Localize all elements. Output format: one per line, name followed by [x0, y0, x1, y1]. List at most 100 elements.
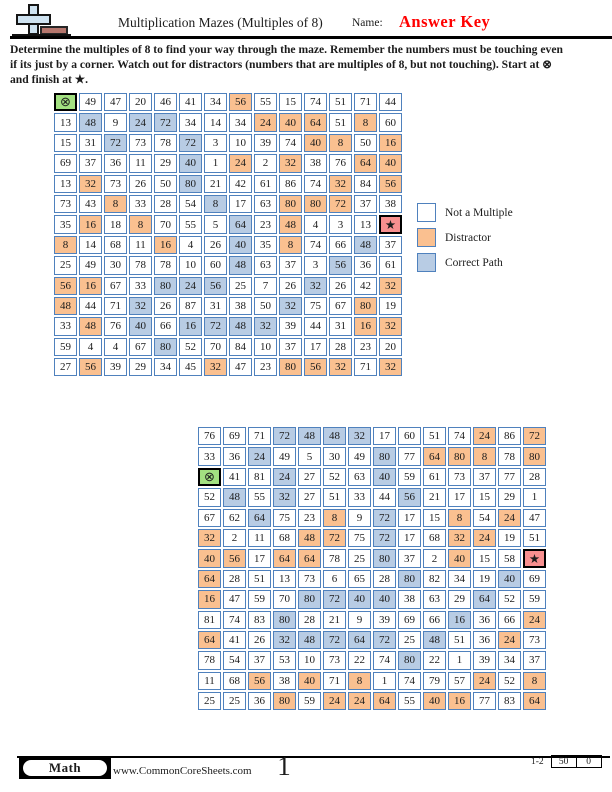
maze-cell: 52 [198, 488, 221, 507]
maze-cell: 21 [204, 174, 227, 193]
footer-divider [17, 756, 610, 758]
maze-path-cell: 32 [254, 317, 277, 336]
maze-cell: 33 [129, 194, 152, 214]
maze-path-cell: 32 [273, 488, 296, 507]
maze-cell: 29 [448, 590, 471, 609]
maze-path-cell: 32 [304, 276, 327, 295]
maze-cell: 41 [179, 93, 202, 112]
maze-finish-cell: ★ [379, 215, 402, 234]
maze-cell: 69 [54, 154, 77, 173]
legend-item: Distractor [417, 228, 513, 247]
maze-path-cell: 80 [154, 276, 177, 295]
maze-path-cell: 64 [248, 508, 271, 527]
maze-cell: 21 [323, 610, 346, 629]
maze-cell: 25 [223, 692, 246, 711]
maze-cell: 47 [104, 93, 127, 112]
maze-distractor-cell: 80 [354, 296, 377, 316]
maze-cell: 13 [54, 174, 77, 193]
maze-path-cell: 48 [229, 317, 252, 336]
maze-cell: 19 [379, 296, 402, 316]
maze-path-cell: 8 [204, 194, 227, 214]
maze-cell: 43 [79, 194, 102, 214]
maze-cell: 33 [348, 488, 371, 507]
instructions: Determine the multiples of 8 to find you… [10, 43, 563, 87]
maze-distractor-cell: 24 [473, 671, 496, 691]
maze-cell: 55 [398, 692, 421, 711]
score-box: 50 [550, 755, 577, 768]
maze-cell: 36 [248, 692, 271, 711]
maze-cell: 5 [204, 215, 227, 234]
maze-cell: 39 [279, 317, 302, 336]
maze-cell: 49 [348, 447, 371, 466]
maze-path-cell: 64 [473, 590, 496, 609]
maze-cell: 10 [254, 337, 277, 357]
maze-start-cell: ⊗ [198, 467, 221, 487]
maze-cell: 13 [54, 113, 77, 132]
maze-distractor-cell: 40 [198, 549, 221, 568]
maze-cell: 71 [354, 93, 377, 112]
maze-cell: 15 [423, 508, 446, 527]
maze-distractor-cell: 72 [323, 528, 346, 548]
maze-path-cell: 32 [273, 630, 296, 650]
maze-cell: 15 [279, 93, 302, 112]
maze-cell: 17 [304, 337, 327, 357]
maze-distractor-cell: 48 [54, 296, 77, 316]
maze-cell: 59 [398, 467, 421, 487]
maze-cell: 28 [154, 194, 177, 214]
maze-cell: 25 [348, 549, 371, 568]
maze-cell: 73 [523, 630, 546, 650]
maze-cell: 52 [498, 590, 521, 609]
maze-cell: 39 [104, 358, 127, 377]
maze-path-cell: 40 [348, 590, 371, 609]
maze-cell: 34 [154, 358, 177, 377]
maze-cell: 51 [329, 93, 352, 112]
maze-cell: 30 [323, 447, 346, 466]
maze-cell: 26 [154, 296, 177, 316]
maze-cell: 37 [279, 256, 302, 275]
maze-cell: 19 [473, 569, 496, 589]
maze-distractor-cell: 64 [298, 549, 321, 568]
maze-path-cell: 56 [204, 276, 227, 295]
legend-label: Correct Path [445, 256, 503, 269]
maze-cell: 71 [104, 296, 127, 316]
maze-distractor-cell: 8 [348, 671, 371, 691]
maze-cell: 37 [379, 235, 402, 255]
maze-cell: 74 [304, 174, 327, 193]
maze-cell: 14 [79, 235, 102, 255]
maze-cell: 61 [423, 467, 446, 487]
maze-cell: 44 [304, 317, 327, 336]
maze-path-cell: 40 [179, 154, 202, 173]
maze-cell: 31 [329, 317, 352, 336]
maze-distractor-cell: 24 [498, 508, 521, 527]
maze-cell: 33 [129, 276, 152, 295]
maze-distractor-cell: 48 [298, 528, 321, 548]
maze-cell: 9 [348, 610, 371, 629]
maze-distractor-cell: 80 [304, 194, 327, 214]
maze-cell: 19 [498, 528, 521, 548]
maze-cell: 23 [298, 508, 321, 527]
maze-cell: 2 [223, 528, 246, 548]
maze-cell: 73 [54, 194, 77, 214]
legend-label: Not a Multiple [445, 206, 513, 219]
maze-path-cell: 32 [279, 296, 302, 316]
maze-cell: 83 [498, 692, 521, 711]
maze-distractor-cell: 56 [248, 671, 271, 691]
page-title: Multiplication Mazes (Multiples of 8) [118, 15, 323, 30]
maze-cell: 27 [298, 467, 321, 487]
maze-cell: 77 [498, 467, 521, 487]
maze-distractor-cell: 64 [304, 113, 327, 132]
maze-cell: 63 [348, 467, 371, 487]
maze-cell: 70 [204, 337, 227, 357]
maze-cell: 74 [398, 671, 421, 691]
maze-cell: 75 [304, 296, 327, 316]
maze-distractor-cell: 32 [198, 528, 221, 548]
maze-distractor-cell: 80 [279, 194, 302, 214]
maze-distractor-cell: 40 [379, 154, 402, 173]
maze-distractor-cell: 32 [329, 174, 352, 193]
maze-cell: 36 [104, 154, 127, 173]
maze-distractor-cell: 8 [54, 235, 77, 255]
maze-cell: 23 [354, 337, 377, 357]
maze-distractor-cell: 80 [273, 692, 296, 711]
maze-cell: 37 [79, 154, 102, 173]
maze-cell: 60 [204, 256, 227, 275]
